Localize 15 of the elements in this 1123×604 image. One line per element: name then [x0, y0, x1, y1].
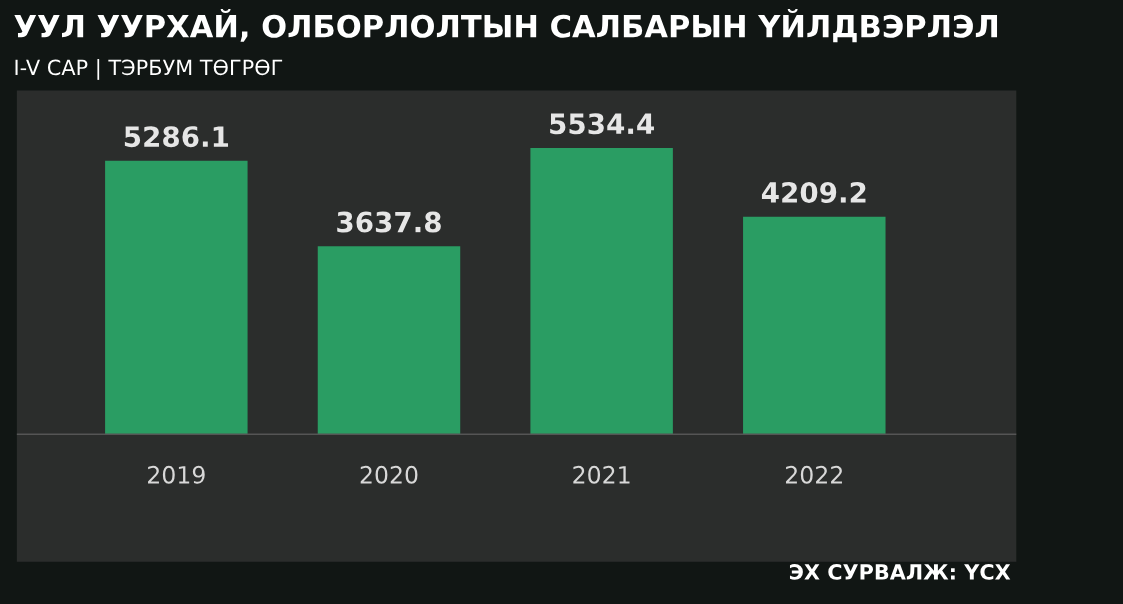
data-label: 3637.8	[337, 211, 441, 233]
data-label: 4209.2	[761, 181, 866, 203]
bar	[743, 216, 886, 435]
bar	[105, 160, 248, 435]
x-tick-label: 2021	[573, 465, 630, 484]
data-label: 5534.4	[550, 113, 654, 135]
x-tick-label: 2022	[785, 465, 842, 484]
x-tick-label: 2019	[148, 465, 205, 484]
x-tick-label: 2020	[360, 465, 418, 484]
bar	[530, 147, 673, 435]
text: ЭХ СУРВАЛЖ: ҮСХ	[789, 564, 1011, 580]
chart-title: УУЛ УУРХАЙ, ОЛБОРЛОЛТЫН САЛБАРЫН ҮЙЛДВЭРЛЭЛ	[14, 9, 998, 43]
chart-subtitle: I-V САР | ТЭРБУМ ТӨГРӨГ	[15, 59, 283, 80]
bar	[317, 246, 461, 435]
data-label: 5286.1	[124, 126, 229, 148]
